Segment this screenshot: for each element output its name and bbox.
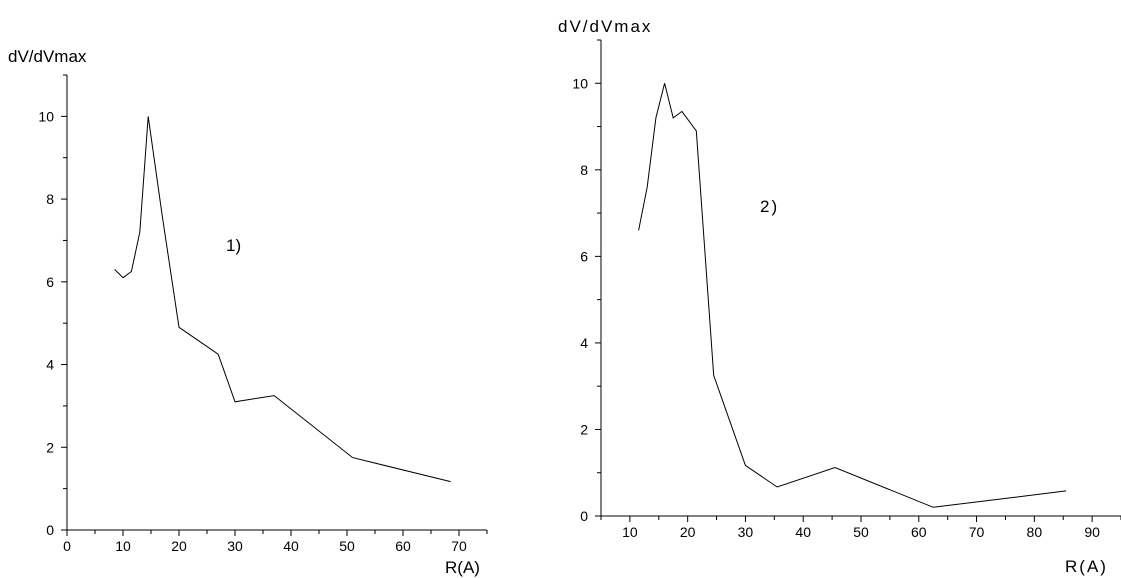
chart-1-x-tick-label: 70 — [451, 538, 467, 554]
chart-1-y-tick-label: 6 — [46, 274, 54, 290]
chart-2: dV/dVmax R(A) 2) 0 2 4 6 8 10 10 20 30 40 50 60 70 80… — [558, 17, 1121, 576]
chart-1-x-tick-label: 40 — [283, 538, 299, 554]
chart-2-y-tick-label: 8 — [580, 162, 588, 178]
chart-2-y-tick-label: 2 — [580, 421, 588, 437]
chart-2-x-tick-label: 50 — [853, 524, 869, 540]
chart-2-y-axis-title: dV/dVmax — [558, 17, 652, 36]
chart-1-y-axis-title: dV/dVmax — [8, 47, 87, 66]
chart-2-x-tick-label: 30 — [738, 524, 754, 540]
chart-2-x-tick-label: 10 — [622, 524, 638, 540]
chart-2-x-tick-label: 60 — [911, 524, 927, 540]
chart-1-x-axis-title: R(A) — [445, 558, 480, 577]
chart-1-y-tick-label: 8 — [46, 191, 54, 207]
chart-2-y-tick-label: 4 — [580, 335, 588, 351]
chart-2-y-tick-label: 0 — [580, 508, 588, 524]
chart-1-x-tick-label: 30 — [227, 538, 243, 554]
chart-2-y-tick-label: 10 — [572, 75, 588, 91]
chart-2-x-tick-label: 70 — [969, 524, 985, 540]
chart-1: dV/dVmax R(A) 1) 0 2 4 6 8 10 0 10 20 30 40 50 60 70 — [8, 47, 488, 577]
chart-2-x-axis-title: R(A) — [1065, 557, 1108, 576]
chart-1-x-tick-label: 50 — [339, 538, 355, 554]
chart-1-y-tick-label: 4 — [46, 357, 54, 373]
chart-1-x-tick-label: 0 — [63, 538, 71, 554]
chart-2-series-line — [638, 83, 1067, 508]
chart-2-x-tick-label: 90 — [1084, 524, 1100, 540]
chart-1-x-tick-label: 60 — [395, 538, 411, 554]
chart-2-x-tick-label: 40 — [795, 524, 811, 540]
chart-1-y-tick-label: 0 — [46, 522, 54, 538]
chart-2-annotation: 2) — [760, 197, 779, 216]
chart-2-x-tick-label: 20 — [680, 524, 696, 540]
chart-1-y-tick-label: 10 — [38, 108, 54, 124]
chart-1-x-tick-label: 10 — [115, 538, 131, 554]
chart-2-y-tick-label: 6 — [580, 248, 588, 264]
chart-1-x-tick-label: 20 — [171, 538, 187, 554]
chart-2-x-tick-label: 80 — [1027, 524, 1043, 540]
chart-1-annotation: 1) — [226, 236, 241, 255]
chart-1-series-line — [114, 116, 451, 483]
chart-1-y-tick-label: 2 — [46, 439, 54, 455]
